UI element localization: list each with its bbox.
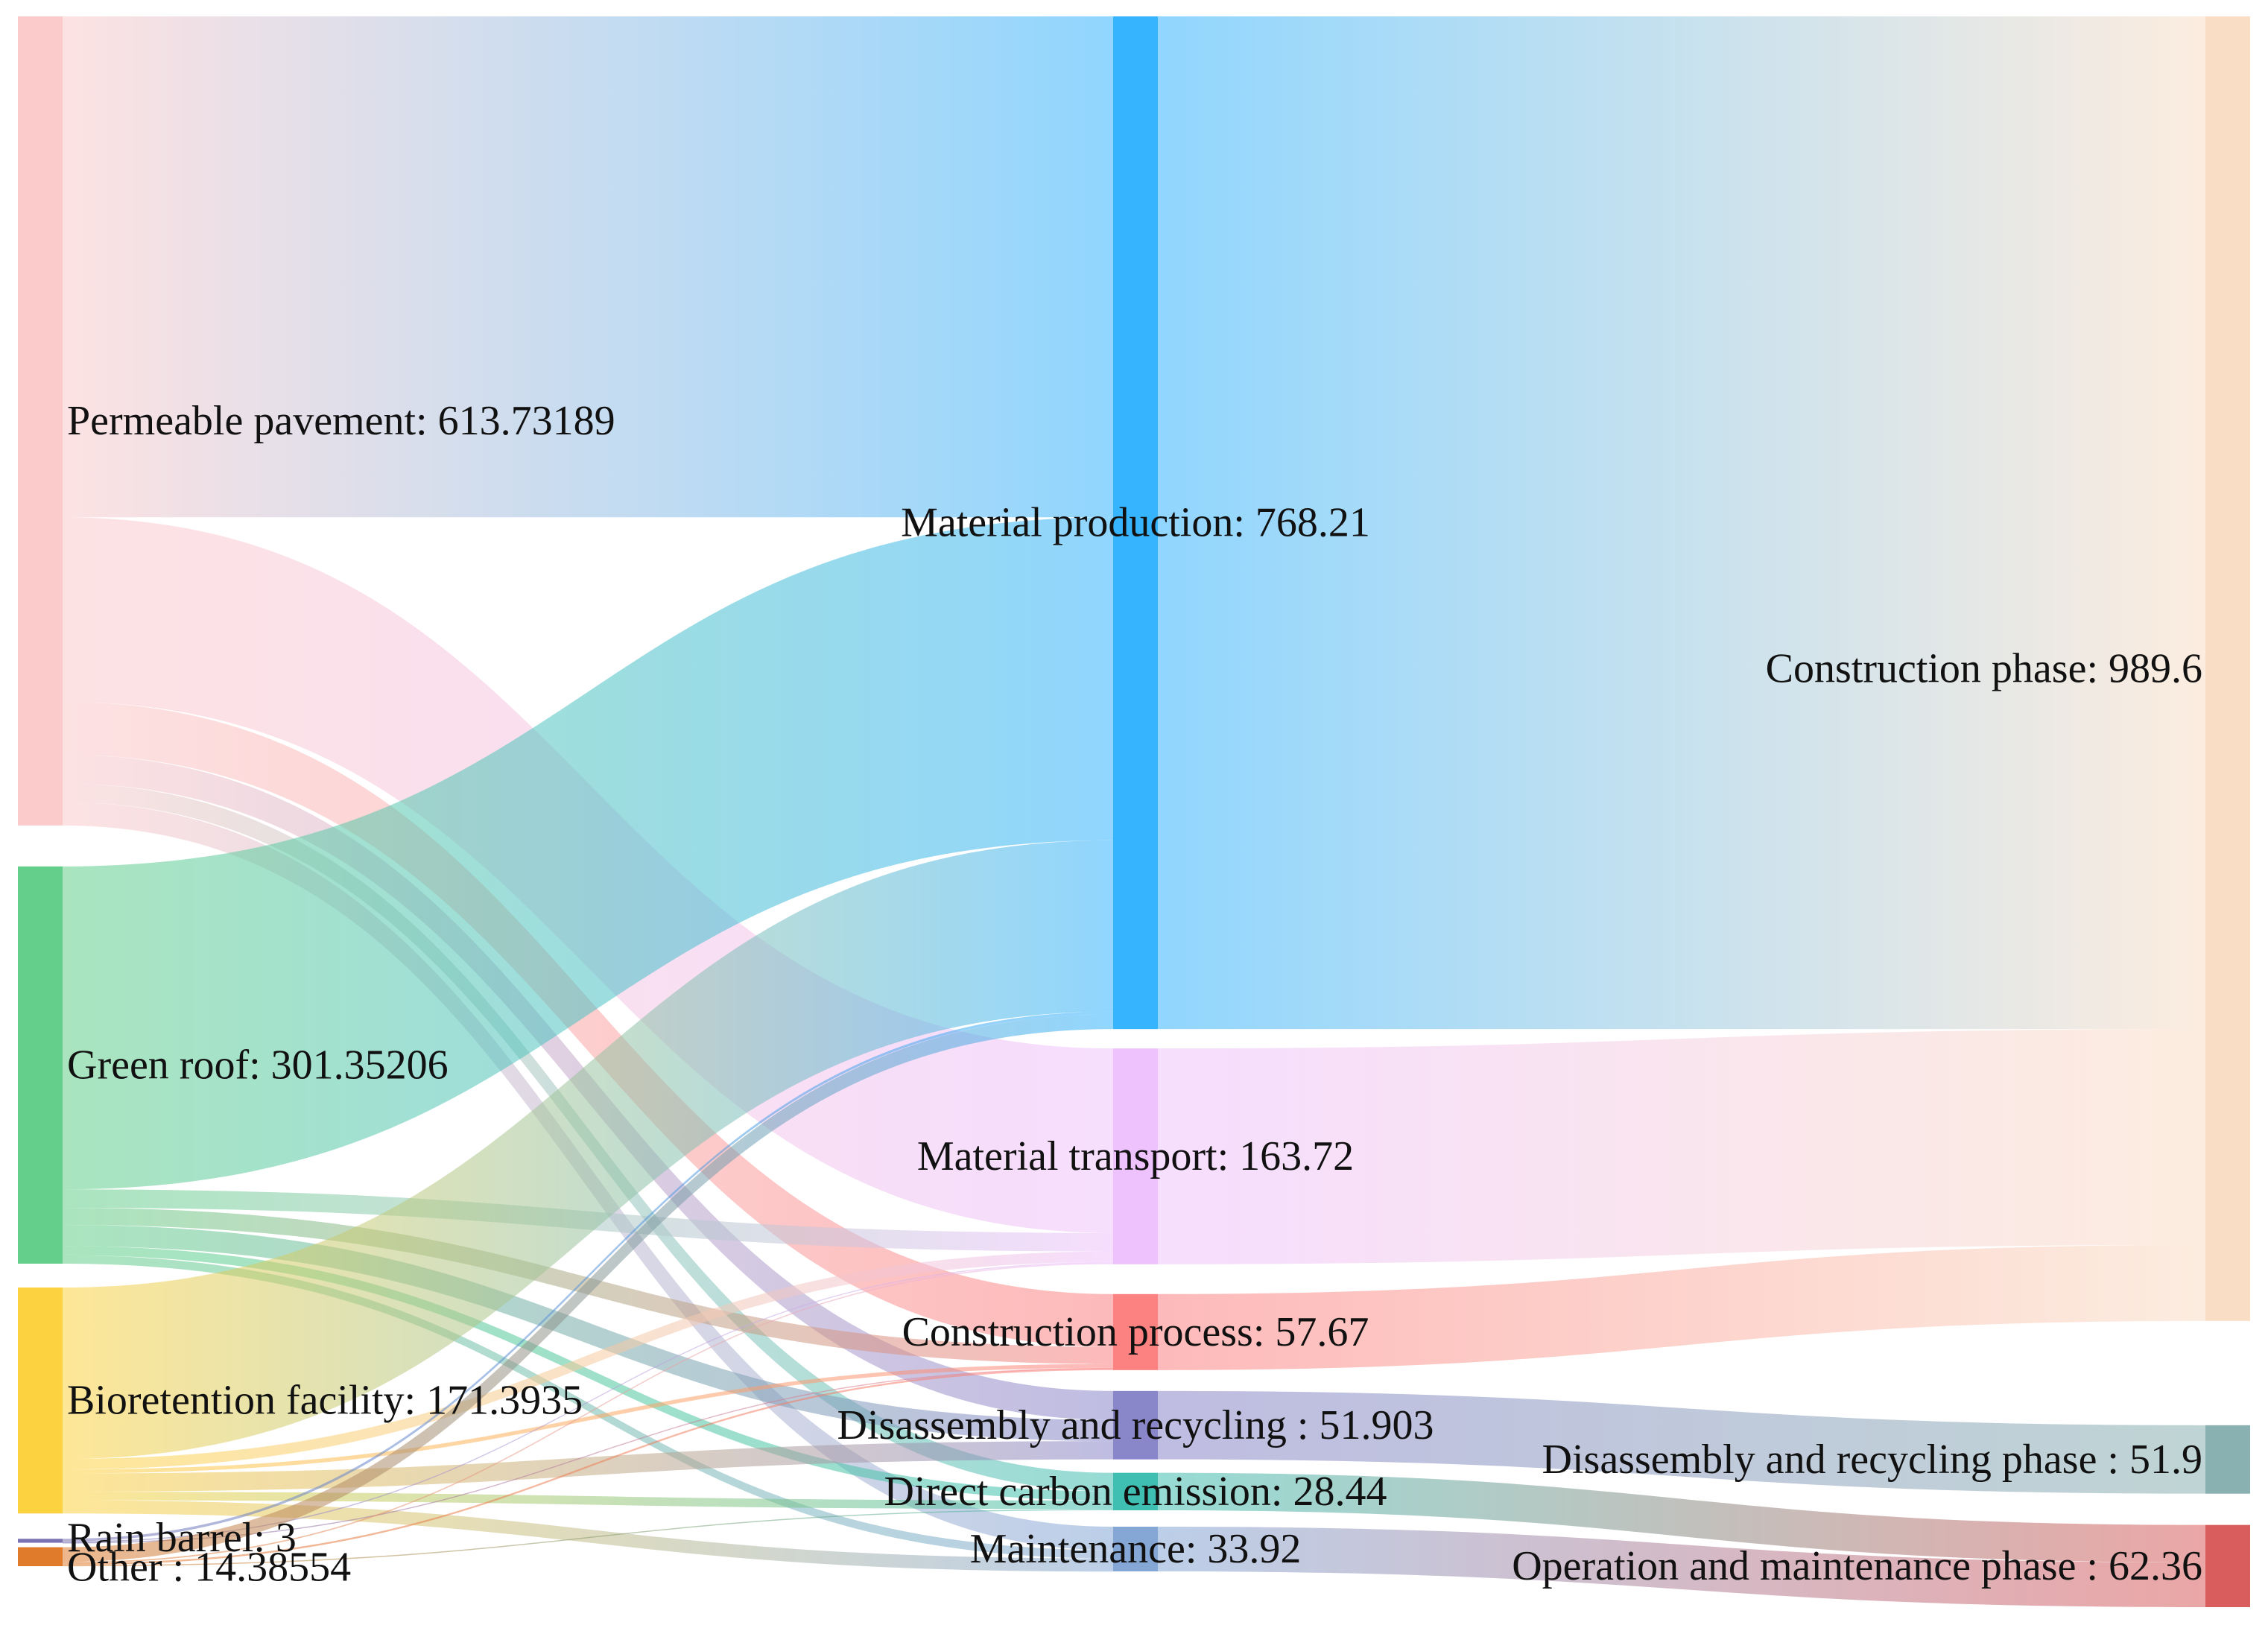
node-label-rb: Rain barrel: 3 [67, 1515, 297, 1561]
link-gr-to-dr [63, 1225, 1113, 1442]
node-label-drp: Disassembly and recycling phase : 51.9 [1542, 1437, 2202, 1483]
node-label-pp: Permeable pavement: 613.73189 [67, 398, 615, 444]
link-ot-to-cp [63, 1368, 1113, 1565]
node-label-cph: Construction phase: 989.6 [1766, 645, 2202, 691]
link-dr-to-drp [1158, 1390, 2205, 1494]
node-rb [18, 1539, 63, 1543]
link-ot-to-mt [63, 1263, 1113, 1564]
node-label-de: Direct carbon emission: 28.44 [884, 1469, 1387, 1515]
link-rb-to-cp [63, 1367, 1113, 1544]
node-bf [18, 1288, 63, 1514]
node-label-bf: Bioretention facility: 171.3935 [67, 1378, 583, 1424]
link-mp-to-cph [1158, 16, 2205, 1030]
labels-layer: Permeable pavement: 613.73189 Green roof:… [67, 398, 2202, 1590]
node-dr [1113, 1390, 1158, 1460]
node-drp [2205, 1425, 2250, 1494]
node-mp [1113, 16, 1158, 1030]
link-cp-to-cph [1158, 1244, 2205, 1370]
node-pp [18, 16, 63, 826]
node-label-dr: Disassembly and recycling : 51.903 [837, 1402, 1434, 1448]
link-rb-to-mp [63, 1011, 1113, 1542]
link-gr-to-mp [63, 517, 1113, 1190]
link-bf-to-cp [63, 1364, 1113, 1474]
link-de-to-omp [1158, 1472, 2205, 1562]
node-label-cp: Construction process: 57.67 [902, 1309, 1369, 1355]
link-rb-to-mt [63, 1261, 1113, 1543]
link-gr-to-mn [63, 1255, 1113, 1559]
link-mn-to-omp [1158, 1526, 2205, 1607]
links-layer [63, 16, 2205, 1607]
node-cp [1113, 1293, 1158, 1370]
node-de [1113, 1472, 1158, 1510]
node-gr [18, 866, 63, 1264]
link-ot-to-mp [63, 1014, 1113, 1562]
node-label-mn: Maintenance: 33.92 [970, 1526, 1302, 1572]
link-pp-to-cp [63, 702, 1113, 1347]
link-mt-to-cph [1158, 1029, 2205, 1264]
link-ot-to-de [63, 1509, 1113, 1567]
link-bf-to-mt [63, 1251, 1113, 1470]
node-label-mp: Material production: 768.21 [901, 500, 1370, 546]
node-mn [1113, 1526, 1158, 1571]
node-ot [18, 1547, 63, 1566]
node-label-gr: Green roof: 301.35206 [67, 1042, 449, 1088]
node-label-omp: Operation and maintenance phase : 62.36 [1512, 1543, 2202, 1589]
node-label-mt: Material transport: 163.72 [917, 1133, 1354, 1179]
node-omp [2205, 1524, 2250, 1607]
link-bf-to-mp [63, 840, 1113, 1460]
node-cph [2205, 16, 2250, 1321]
link-pp-to-mp [63, 16, 1113, 518]
node-mt [1113, 1048, 1158, 1264]
node-label-ot: Other : 14.38554 [67, 1544, 351, 1590]
nodes-layer [18, 16, 2250, 1607]
link-gr-to-de [63, 1246, 1113, 1501]
link-bf-to-mn [63, 1500, 1113, 1572]
